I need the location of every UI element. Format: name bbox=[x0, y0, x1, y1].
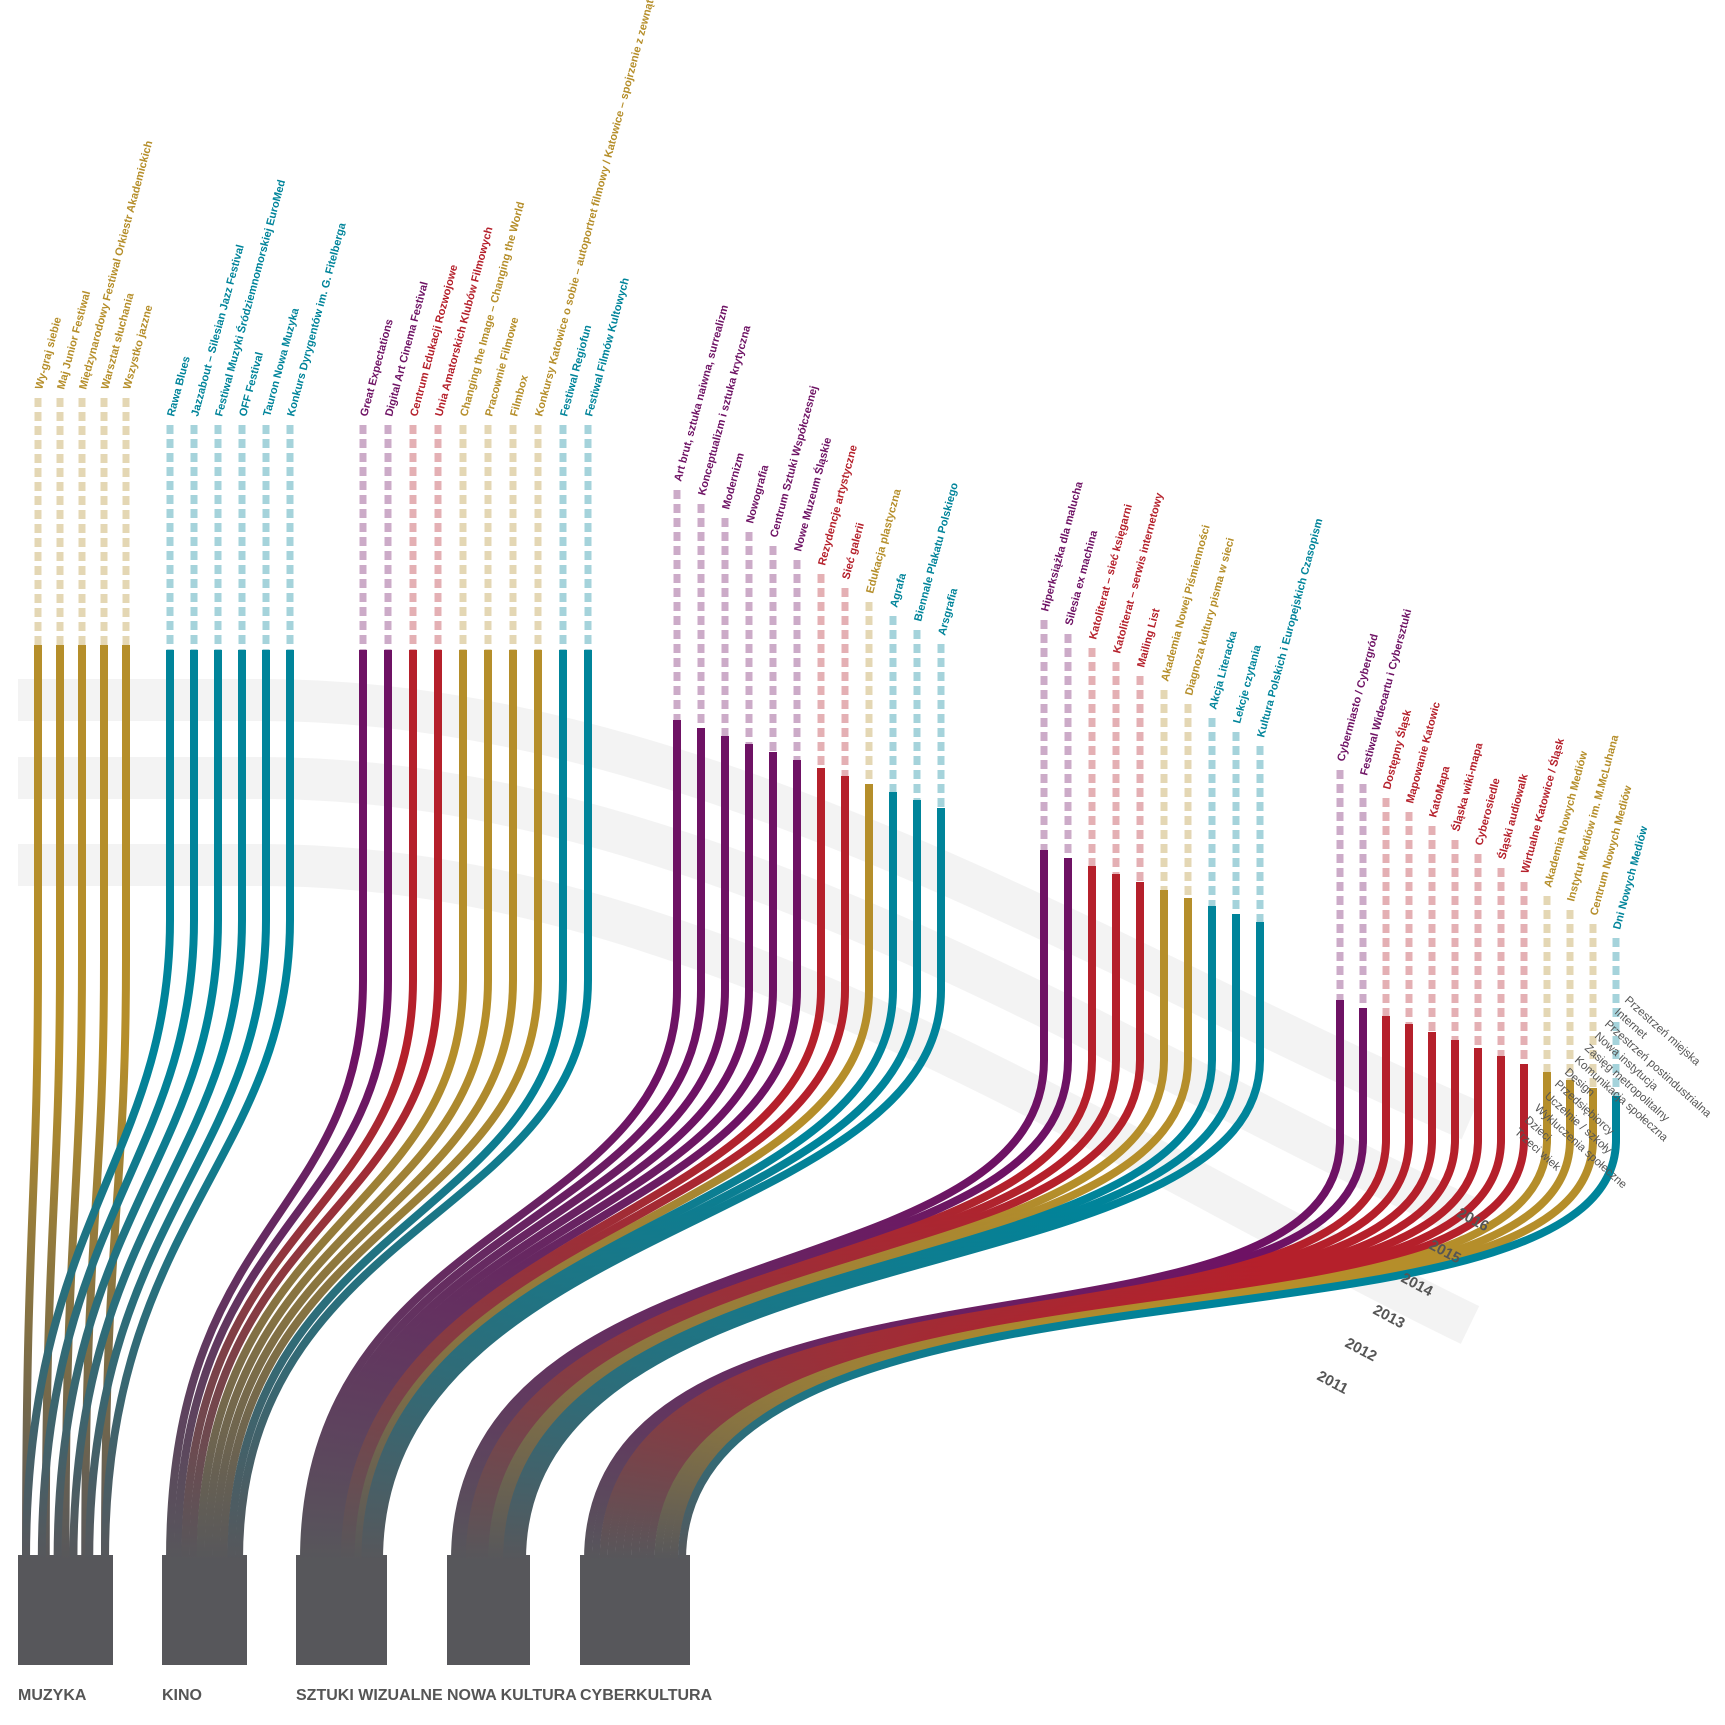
project-line bbox=[204, 650, 492, 1561]
project-label: Festiwal Filmów Kultowych bbox=[583, 276, 632, 418]
project-line bbox=[101, 650, 294, 1561]
project-line bbox=[227, 650, 567, 1561]
project-line bbox=[510, 914, 1240, 1561]
project-label: Filmbox bbox=[508, 373, 531, 418]
category-label-muzyka: MUZYKA bbox=[18, 1687, 87, 1704]
project-line bbox=[212, 650, 517, 1561]
year-band bbox=[18, 757, 1479, 1238]
project-lines bbox=[22, 398, 1620, 1561]
category-trunk bbox=[18, 1555, 113, 1665]
project-line bbox=[69, 650, 246, 1561]
project-line bbox=[181, 650, 417, 1561]
project-label: Sieć galerii bbox=[840, 522, 867, 581]
project-label: Lekcje czytania bbox=[1231, 643, 1264, 725]
project-line bbox=[347, 776, 849, 1561]
project-label: OFF Festival bbox=[237, 351, 266, 418]
project-line bbox=[368, 800, 921, 1561]
project-label: Rawa Blues bbox=[165, 355, 193, 418]
year-band bbox=[18, 679, 1479, 1140]
project-line bbox=[22, 650, 174, 1561]
project-line bbox=[85, 650, 270, 1561]
project-line bbox=[22, 645, 42, 1561]
project-line bbox=[465, 866, 1096, 1561]
project-line bbox=[518, 922, 1264, 1561]
project-label: Konceptualizm i sztuka krytyczna bbox=[696, 323, 753, 496]
project-label: Mailing List bbox=[1135, 607, 1162, 669]
project-label: Nowografia bbox=[744, 463, 771, 525]
project-line bbox=[451, 850, 1048, 1561]
category-label-cyberkultura: CYBERKULTURA bbox=[580, 1687, 713, 1704]
project-line bbox=[219, 650, 542, 1561]
project-line bbox=[678, 1096, 1620, 1561]
project-line bbox=[320, 744, 753, 1561]
project-line bbox=[235, 650, 592, 1561]
project-label: Arsgrafia bbox=[936, 586, 960, 637]
project-label: Konkursy Katowice o sobie – autoportret … bbox=[533, 0, 659, 418]
project-label: Modernizm bbox=[720, 451, 747, 510]
project-line bbox=[488, 890, 1168, 1561]
project-line bbox=[173, 650, 392, 1561]
project-line bbox=[334, 760, 801, 1561]
category-trunk bbox=[580, 1555, 690, 1665]
project-line bbox=[473, 874, 1120, 1561]
project-label: KatoMapa bbox=[1427, 764, 1452, 819]
project-label: Kultura Polskich i Europejskich Czasopis… bbox=[1255, 517, 1325, 739]
year-label: 2012 bbox=[1342, 1335, 1379, 1366]
year-label: 2011 bbox=[1314, 1368, 1351, 1398]
project-line bbox=[375, 808, 945, 1561]
category-trunk bbox=[162, 1555, 247, 1665]
category-label-kino: KINO bbox=[162, 1687, 202, 1704]
project-line bbox=[166, 650, 367, 1561]
project-line bbox=[300, 720, 681, 1561]
project-line bbox=[458, 858, 1072, 1561]
project-label: Festiwal Wideoartu i Cybersztuki bbox=[1358, 608, 1414, 777]
project-line bbox=[340, 768, 825, 1561]
project-line bbox=[480, 882, 1144, 1561]
category-label-sztuki-wizualne: SZTUKI WIZUALNE bbox=[296, 1687, 443, 1704]
project-label: Agrafa bbox=[888, 571, 909, 609]
project-line bbox=[361, 792, 897, 1561]
category-labels: MUZYKA KINO SZTUKI WIZUALNE NOWA KULTURA… bbox=[18, 1687, 713, 1704]
project-line bbox=[495, 898, 1192, 1561]
project-label: Dostępny Śląsk bbox=[1380, 707, 1414, 790]
project-line bbox=[503, 906, 1216, 1561]
category-trunks bbox=[18, 1555, 690, 1665]
project-line bbox=[327, 752, 777, 1561]
project-line bbox=[37, 650, 198, 1561]
project-label: Cyberosiedle bbox=[1473, 777, 1502, 847]
project-line bbox=[189, 650, 442, 1561]
project-label: Akcja Literacka bbox=[1207, 629, 1240, 711]
category-label-nowa-kultura: NOWA KULTURA bbox=[447, 1687, 577, 1704]
project-line bbox=[306, 728, 705, 1561]
category-trunk bbox=[296, 1555, 387, 1665]
project-line bbox=[196, 650, 467, 1561]
category-trunk bbox=[447, 1555, 530, 1665]
project-line bbox=[53, 650, 222, 1561]
project-line bbox=[313, 736, 729, 1561]
project-line bbox=[354, 784, 873, 1561]
